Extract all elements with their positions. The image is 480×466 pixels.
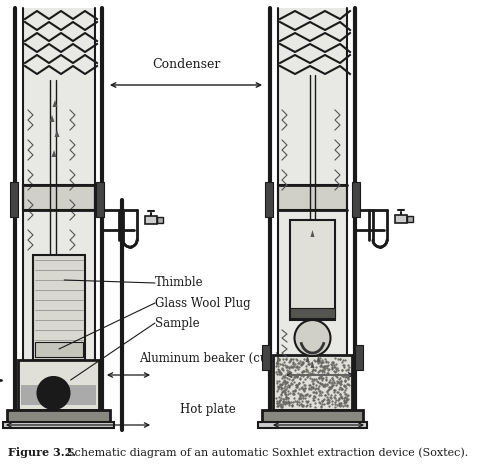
Bar <box>262 410 362 422</box>
Bar <box>394 215 406 223</box>
Text: Glass Wool Plug: Glass Wool Plug <box>155 296 250 309</box>
Polygon shape <box>305 355 309 362</box>
Bar <box>144 216 156 224</box>
Circle shape <box>37 377 69 409</box>
Bar <box>273 355 351 410</box>
Circle shape <box>294 320 330 356</box>
Polygon shape <box>51 150 56 157</box>
Polygon shape <box>310 230 314 237</box>
Text: Schematic diagram of an automatic Soxhlet extraction device (Soxtec).: Schematic diagram of an automatic Soxhle… <box>60 448 467 458</box>
Bar <box>7 410 110 422</box>
Text: Figure 3.2.: Figure 3.2. <box>8 447 76 459</box>
Polygon shape <box>316 355 320 362</box>
Polygon shape <box>54 130 60 137</box>
Bar <box>262 345 269 370</box>
Bar <box>289 220 334 320</box>
Bar <box>264 182 273 217</box>
Bar <box>351 182 359 217</box>
Bar <box>23 8 95 415</box>
Bar <box>277 185 346 210</box>
Bar <box>257 422 366 428</box>
Bar <box>156 217 163 223</box>
Polygon shape <box>49 115 54 122</box>
Bar <box>18 360 99 410</box>
Bar <box>10 182 18 217</box>
Bar <box>277 8 346 415</box>
Bar <box>3 422 114 428</box>
Bar <box>289 308 334 318</box>
Bar <box>33 255 85 360</box>
Text: Sample: Sample <box>155 316 199 329</box>
Text: Condenser: Condenser <box>152 58 220 71</box>
Polygon shape <box>310 361 314 368</box>
Bar <box>35 342 83 357</box>
Text: Aluminum beaker (cup): Aluminum beaker (cup) <box>138 352 279 365</box>
Text: Hot plate: Hot plate <box>179 403 235 416</box>
Bar <box>23 185 95 210</box>
Bar <box>96 182 104 217</box>
Bar <box>354 345 362 370</box>
Text: Thimble: Thimble <box>155 276 203 289</box>
Bar <box>21 385 96 405</box>
Polygon shape <box>52 100 58 107</box>
Bar <box>406 216 412 222</box>
